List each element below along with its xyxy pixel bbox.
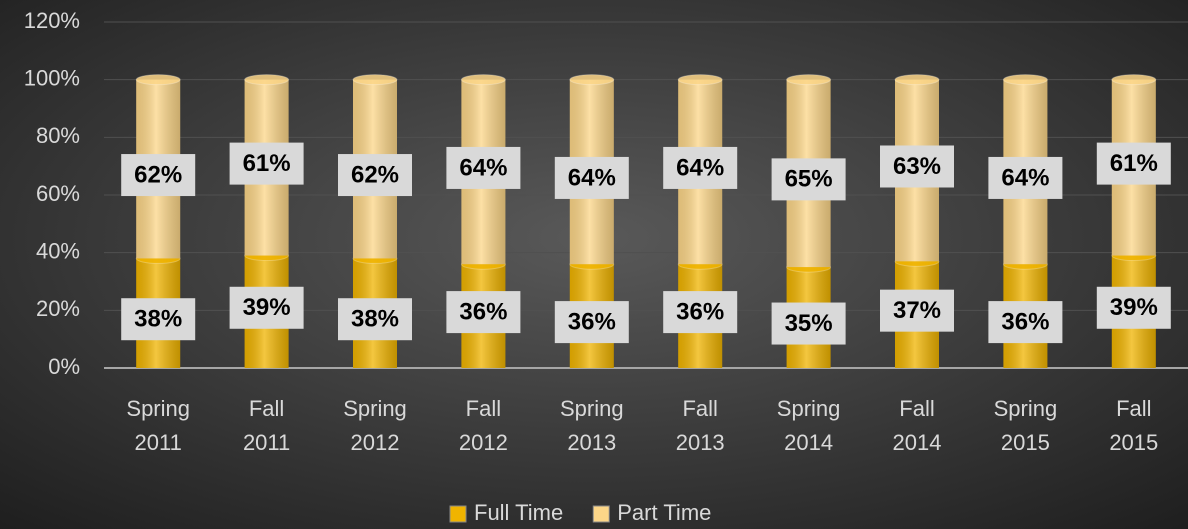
value-label: 61% [243, 150, 291, 177]
value-label: 64% [1001, 164, 1049, 191]
value-label-box [446, 291, 521, 334]
bar-cap [244, 74, 290, 86]
bar-cap [786, 74, 832, 86]
value-label: 63% [893, 153, 941, 180]
value-label-box [880, 145, 954, 188]
y-tick-label: 40% [36, 238, 80, 263]
value-label: 64% [459, 154, 507, 181]
value-label: 36% [676, 298, 724, 325]
x-tick-label: Fall 2014 [893, 396, 942, 455]
y-tick-label: 80% [36, 123, 80, 148]
value-label: 39% [1110, 294, 1158, 321]
value-label: 61% [1110, 150, 1158, 177]
legend-swatch [592, 505, 610, 523]
value-label: 64% [676, 154, 724, 181]
bar-cap [135, 74, 181, 86]
value-label: 37% [893, 297, 941, 324]
value-label: 62% [351, 161, 399, 188]
x-tick-label: Fall 2012 [459, 396, 508, 455]
y-tick-label: 100% [24, 65, 80, 90]
value-label: 36% [1001, 308, 1049, 335]
x-tick-label: Spring 2011 [126, 396, 190, 455]
value-label: 64% [568, 164, 616, 191]
value-label: 62% [134, 161, 182, 188]
value-label-box [1096, 286, 1171, 329]
value-label-box [121, 154, 196, 197]
legend-label: Part Time [617, 500, 711, 525]
value-label: 65% [785, 166, 833, 193]
value-label-box [988, 301, 1063, 344]
bar-cap [352, 74, 398, 86]
value-label: 38% [351, 306, 399, 333]
value-label-box [771, 302, 846, 345]
value-label-box [554, 156, 629, 199]
y-tick-label: 120% [24, 8, 80, 33]
value-label-box [771, 158, 846, 201]
bar-cap [1111, 74, 1157, 86]
bar-cap [569, 74, 615, 86]
value-label-box [338, 298, 412, 341]
value-label-box [988, 156, 1063, 199]
value-label-box [121, 298, 196, 341]
value-label: 38% [134, 306, 182, 333]
value-label-box [229, 142, 304, 185]
x-tick-label: Spring 2015 [994, 396, 1058, 455]
value-label-box [446, 146, 521, 189]
x-tick-label: Fall 2011 [243, 396, 290, 455]
bar-cap [460, 74, 506, 86]
value-label-box [663, 291, 738, 334]
value-label-box [554, 301, 629, 344]
legend-label: Full Time [474, 500, 563, 525]
value-label: 36% [568, 308, 616, 335]
bar-cap [677, 74, 723, 86]
value-label-box [1096, 142, 1171, 185]
value-label-box [880, 289, 954, 332]
value-label: 39% [243, 294, 291, 321]
bar-cap [1002, 74, 1048, 86]
x-tick-label: Fall 2015 [1109, 396, 1158, 455]
x-tick-label: Fall 2013 [676, 396, 725, 455]
legend-swatch [449, 505, 467, 523]
y-tick-label: 0% [48, 354, 80, 379]
value-label-box [229, 286, 304, 329]
value-label: 36% [459, 298, 507, 325]
value-label-box [663, 146, 738, 189]
value-label: 35% [785, 310, 833, 337]
x-tick-label: Spring 2012 [343, 396, 407, 455]
x-tick-label: Spring 2014 [777, 396, 841, 455]
bar-cap [894, 74, 940, 86]
x-tick-label: Spring 2013 [560, 396, 624, 455]
value-label-box [338, 154, 412, 197]
y-tick-label: 60% [36, 181, 80, 206]
y-tick-label: 20% [36, 296, 80, 321]
